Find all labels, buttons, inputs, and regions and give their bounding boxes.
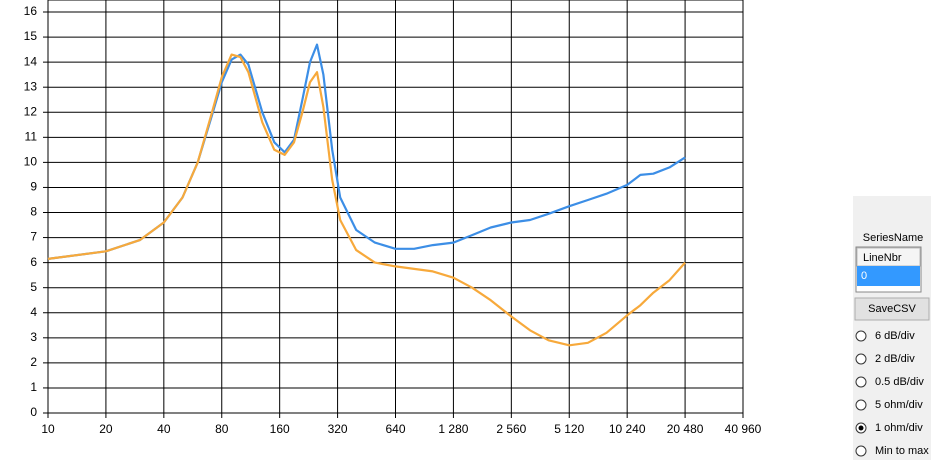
radio-button[interactable] (855, 445, 867, 457)
save-button-label: SaveCSV (868, 303, 916, 315)
side-panel (853, 196, 931, 460)
x-tick-label: 40 960 (725, 422, 762, 436)
radio-label[interactable]: 1 ohm/div (875, 422, 923, 434)
x-tick-label: 1 280 (438, 422, 468, 436)
x-tick-label: 80 (215, 422, 229, 436)
radio-button[interactable] (855, 399, 867, 411)
y-tick-label: 10 (24, 155, 38, 169)
radio-label[interactable]: 2 dB/div (875, 353, 915, 365)
panel-title: SeriesName (863, 232, 924, 244)
y-tick-label: 2 (30, 355, 37, 369)
y-tick-label: 15 (24, 29, 38, 43)
x-tick-label: 5 120 (554, 422, 584, 436)
x-tick-label: 20 480 (667, 422, 704, 436)
x-tick-label: 10 (41, 422, 55, 436)
y-tick-label: 9 (30, 180, 37, 194)
x-tick-label: 2 560 (496, 422, 526, 436)
y-tick-label: 8 (30, 205, 37, 219)
y-tick-label: 13 (24, 79, 38, 93)
x-tick-label: 40 (157, 422, 171, 436)
save-button[interactable] (854, 297, 930, 321)
y-tick-label: 5 (30, 280, 37, 294)
x-tick-label: 320 (328, 422, 348, 436)
radio-button[interactable] (855, 330, 867, 342)
radio-dot (858, 425, 864, 431)
x-tick-label: 640 (385, 422, 405, 436)
y-tick-label: 1 (30, 380, 37, 394)
y-tick-label: 16 (24, 4, 38, 18)
series-line (47, 53, 686, 347)
radio-label[interactable]: 5 ohm/div (875, 399, 923, 411)
radio-button[interactable] (855, 376, 867, 388)
table-cell: 0 (861, 270, 867, 282)
y-tick-label: 4 (30, 305, 37, 319)
radio-label[interactable]: 0.5 dB/div (875, 376, 924, 388)
y-tick-label: 3 (30, 330, 37, 344)
table-header-text: LineNbr (863, 252, 902, 264)
x-tick-label: 20 (99, 422, 113, 436)
radio-button[interactable] (855, 353, 867, 365)
table-row[interactable] (857, 266, 920, 286)
x-tick-label: 10 240 (609, 422, 646, 436)
radio-label[interactable]: 6 dB/div (875, 330, 915, 342)
radio-label[interactable]: Min to max (875, 445, 929, 457)
y-tick-label: 7 (30, 230, 37, 244)
y-tick-label: 14 (24, 54, 38, 68)
y-tick-label: 0 (30, 405, 37, 419)
y-tick-label: 12 (24, 104, 38, 118)
y-tick-label: 6 (30, 255, 37, 269)
y-tick-label: 11 (25, 129, 38, 143)
x-tick-label: 160 (270, 422, 290, 436)
